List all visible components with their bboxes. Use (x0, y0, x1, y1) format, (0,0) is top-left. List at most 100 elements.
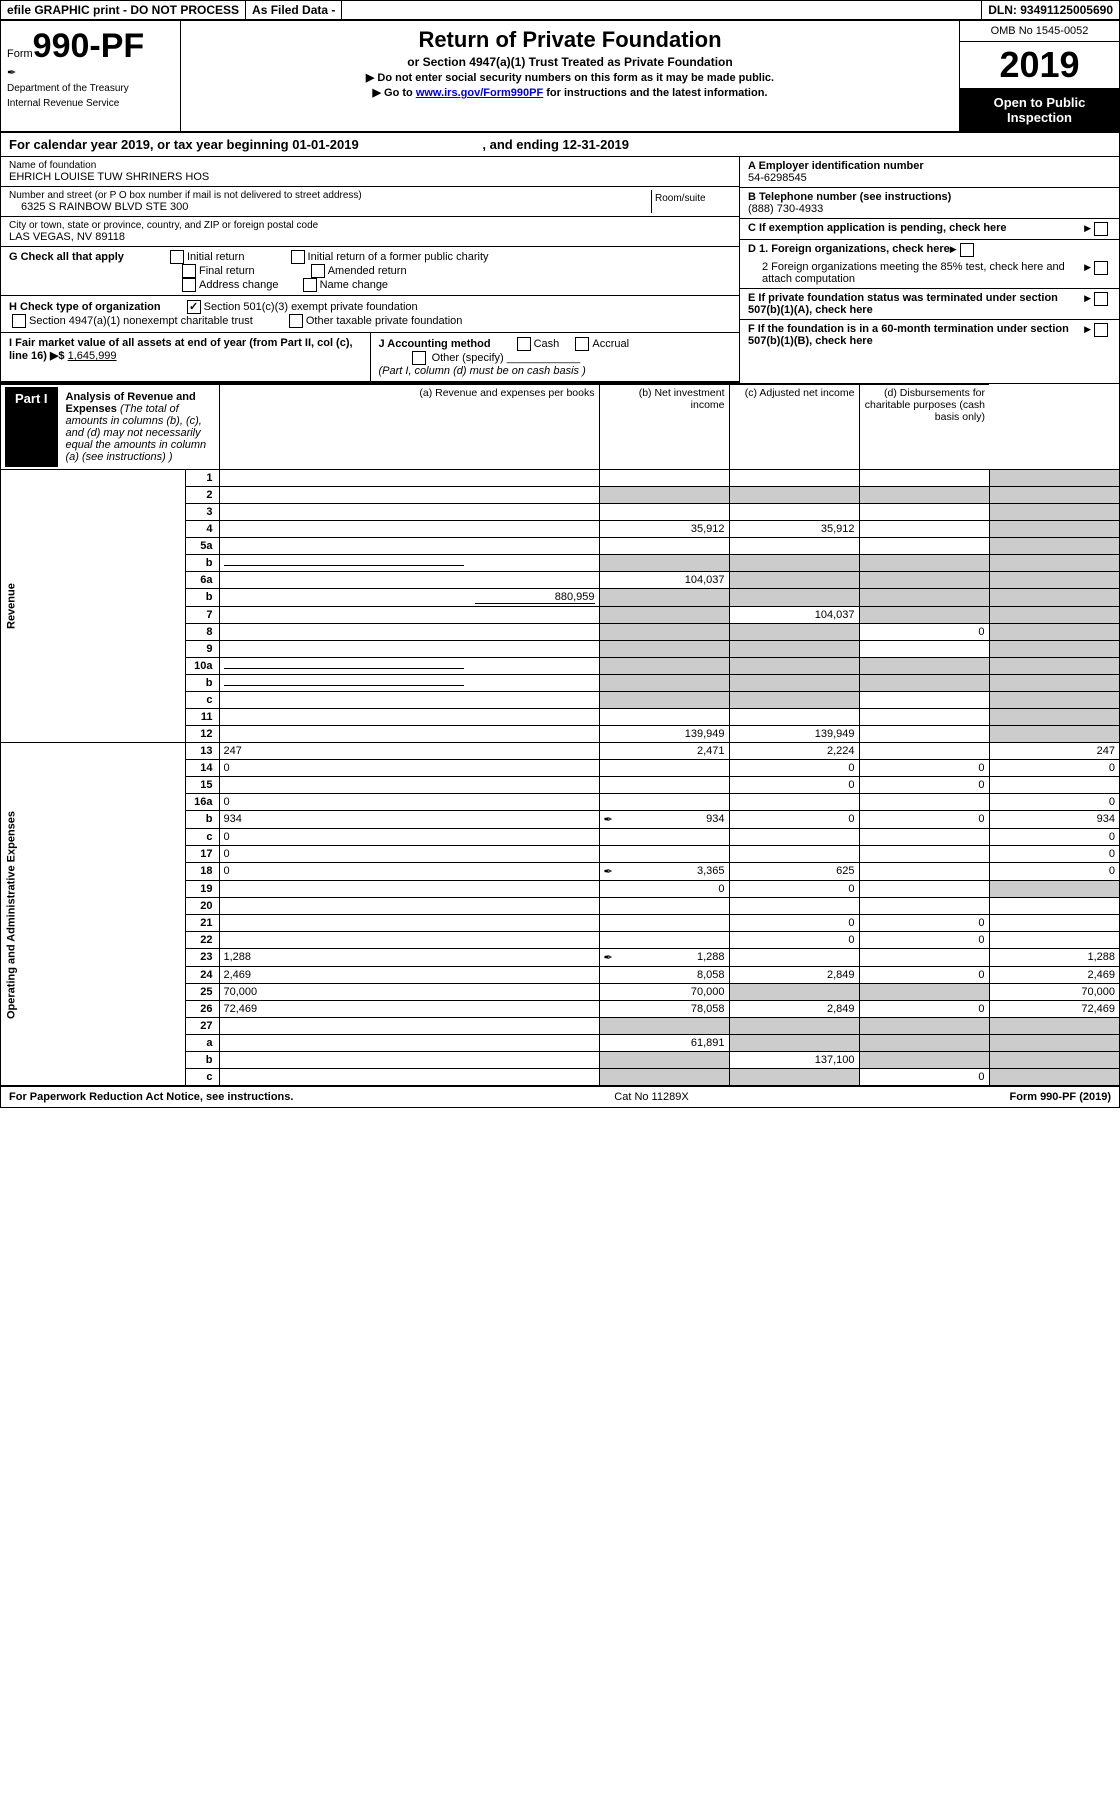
line-number: a (185, 1035, 219, 1052)
line-number: 13 (185, 743, 219, 760)
cell-b: 2,849 (729, 967, 859, 984)
checkbox-initial-former[interactable] (291, 250, 305, 264)
checkbox-f[interactable] (1094, 323, 1108, 337)
cell-c (859, 881, 989, 898)
line-number: 4 (185, 521, 219, 538)
line-number: 14 (185, 760, 219, 777)
i-block: I Fair market value of all assets at end… (1, 333, 371, 381)
cell-a: 78,058 (599, 1001, 729, 1018)
checkbox-other-taxable[interactable] (289, 314, 303, 328)
cell-c (859, 898, 989, 915)
cell-d (989, 1069, 1119, 1086)
section-g: G Check all that apply Initial return In… (1, 247, 739, 296)
cell-d (989, 1035, 1119, 1052)
h-label: H Check type of organization (9, 301, 161, 313)
line-number: 2 (185, 487, 219, 504)
line-description (219, 555, 599, 572)
checkbox-accrual[interactable] (575, 337, 589, 351)
checkbox-d2[interactable] (1094, 261, 1108, 275)
checkbox-address-change[interactable] (182, 278, 196, 292)
cell-b (729, 504, 859, 521)
checkbox-c[interactable] (1094, 222, 1108, 236)
cell-a (599, 470, 729, 487)
checkbox-d1[interactable] (960, 243, 974, 257)
line-description: 2,469 (219, 967, 599, 984)
cell-d: 2,469 (989, 967, 1119, 984)
line-description (219, 470, 599, 487)
line-description (219, 898, 599, 915)
instr2-prefix: ▶ Go to (373, 87, 416, 99)
cell-b (729, 589, 859, 607)
line-number: b (185, 555, 219, 572)
g-opt-4: Address change (199, 279, 279, 291)
line-description: 247 (219, 743, 599, 760)
line-number: 10a (185, 658, 219, 675)
ein-value: 54-6298545 (748, 172, 1111, 184)
dln: DLN: 93491125005690 (981, 1, 1119, 19)
cell-b (729, 709, 859, 726)
cell-c (859, 863, 989, 881)
line-number: b (185, 589, 219, 607)
checkbox-501c3[interactable]: ✓ (187, 300, 201, 314)
cell-a (599, 1018, 729, 1035)
checkbox-initial-return[interactable] (170, 250, 184, 264)
line-number: 16a (185, 794, 219, 811)
g-opt-5: Name change (320, 279, 389, 291)
city-label: City or town, state or province, country… (9, 220, 731, 231)
cell-c: 0 (859, 760, 989, 777)
line-number: 22 (185, 932, 219, 949)
line-description (219, 726, 599, 743)
line-number: 5a (185, 538, 219, 555)
info-right: A Employer identification number 54-6298… (739, 157, 1119, 383)
cell-d: 0 (989, 829, 1119, 846)
cell-a (599, 607, 729, 624)
cell-d (989, 504, 1119, 521)
cell-b (729, 658, 859, 675)
cell-a: ✒3,365 (599, 863, 729, 881)
cell-a (599, 794, 729, 811)
line-number: 17 (185, 846, 219, 863)
d-cell: D 1. Foreign organizations, check here 2… (740, 240, 1119, 289)
cell-d (989, 555, 1119, 572)
checkbox-name-change[interactable] (303, 278, 317, 292)
cell-a: ✒934 (599, 811, 729, 829)
cell-a: ✒1,288 (599, 949, 729, 967)
cell-a (599, 777, 729, 794)
line-description (219, 932, 599, 949)
checkbox-other-method[interactable] (412, 351, 426, 365)
cell-b: 2,224 (729, 743, 859, 760)
checkbox-cash[interactable] (517, 337, 531, 351)
phone-label: B Telephone number (see instructions) (748, 191, 1111, 203)
dept2: Internal Revenue Service (7, 98, 174, 109)
cell-d (989, 658, 1119, 675)
foundation-name: EHRICH LOUISE TUW SHRINERS HOS (9, 171, 731, 183)
line-description: 70,000 (219, 984, 599, 1001)
dept1: Department of the Treasury (7, 83, 174, 94)
cell-a: 61,891 (599, 1035, 729, 1052)
phone-value: (888) 730-4933 (748, 203, 1111, 215)
cell-c (859, 675, 989, 692)
line-number: 26 (185, 1001, 219, 1018)
line-description (219, 658, 599, 675)
line-description: 0 (219, 846, 599, 863)
cell-c: 0 (859, 624, 989, 641)
irs-link[interactable]: www.irs.gov/Form990PF (416, 87, 543, 99)
cell-a: 35,912 (599, 521, 729, 538)
checkbox-final[interactable] (182, 264, 196, 278)
line-description (219, 675, 599, 692)
col-b: (b) Net investment income (599, 385, 729, 470)
checkbox-amended[interactable] (311, 264, 325, 278)
open-inspection: Open to Public Inspection (960, 89, 1119, 131)
checkbox-e[interactable] (1094, 292, 1108, 306)
checkbox-4947[interactable] (12, 314, 26, 328)
address: 6325 S RAINBOW BLVD STE 300 (9, 201, 651, 213)
cell-b: 0 (729, 932, 859, 949)
cell-c: 0 (859, 915, 989, 932)
e-label: E If private foundation status was termi… (748, 292, 1084, 316)
h-opt-2: Other taxable private foundation (306, 315, 463, 327)
cell-d (989, 487, 1119, 504)
cell-a (599, 709, 729, 726)
cell-c (859, 572, 989, 589)
cell-c: 0 (859, 1069, 989, 1086)
d2-label: 2 Foreign organizations meeting the 85% … (748, 261, 1084, 285)
